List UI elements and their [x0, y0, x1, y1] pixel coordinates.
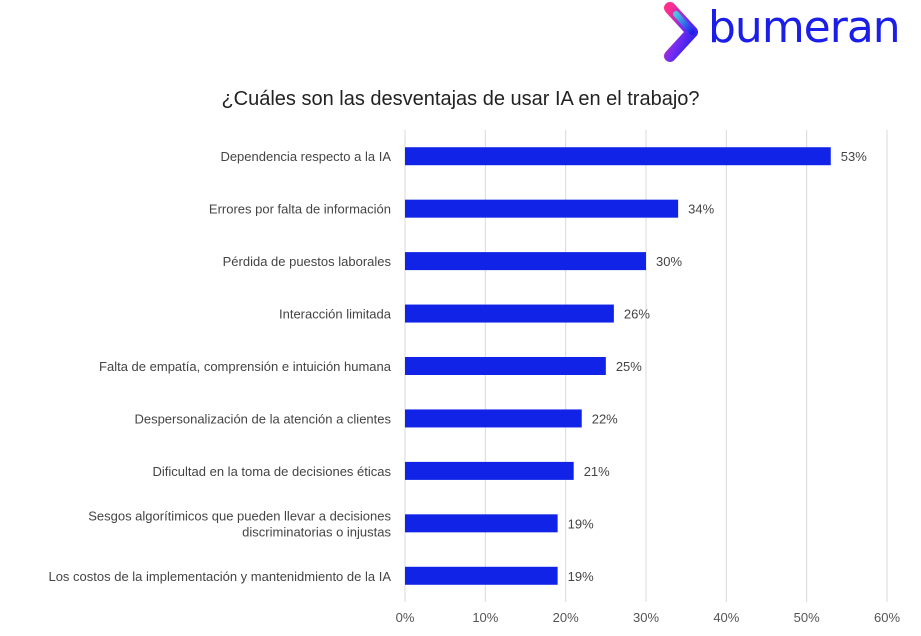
bar: [405, 514, 558, 533]
chart-title: ¿Cuáles son las desventajas de usar IA e…: [221, 88, 700, 110]
x-tick-label: 60%: [874, 610, 900, 625]
bar: [405, 357, 606, 375]
bar-value-label: 26%: [624, 307, 650, 322]
x-tick-label: 0%: [396, 610, 415, 625]
brand-name: bumeran: [708, 2, 901, 53]
x-tick-label: 10%: [472, 610, 498, 625]
category-label: Pérdida de puestos laborales: [223, 254, 392, 269]
bar: [405, 304, 614, 323]
bar-value-label: 30%: [656, 254, 682, 269]
category-label: Interacción limitada: [279, 307, 392, 322]
category-label: Errores por falta de información: [209, 202, 391, 217]
x-tick-label: 20%: [553, 610, 579, 625]
bar-value-label: 25%: [616, 359, 642, 374]
category-label: Dependencia respecto a la IA: [220, 149, 391, 164]
bar: [405, 252, 646, 271]
bar-value-label: 19%: [568, 569, 594, 584]
x-tick-label: 40%: [713, 610, 739, 625]
bar-value-label: 21%: [584, 464, 610, 479]
category-label: Los costos de la implementación y manten…: [48, 569, 391, 584]
bar: [405, 147, 831, 166]
bar-value-label: 34%: [688, 202, 714, 217]
bar: [405, 199, 679, 218]
category-label: Sesgos algorítimicos que pueden llevar a…: [88, 508, 391, 539]
bar: [405, 566, 558, 585]
category-label: Dificultad en la toma de decisiones étic…: [153, 464, 392, 479]
bar-value-label: 53%: [841, 149, 867, 164]
x-tick-label: 30%: [633, 610, 659, 625]
x-tick-label: 50%: [794, 610, 820, 625]
bar: [405, 409, 582, 428]
bar-value-label: 19%: [568, 516, 594, 531]
bar: [405, 461, 574, 480]
bumeran-logo: [664, 2, 698, 62]
category-label: Despersonalización de la atención a clie…: [134, 411, 391, 426]
bar-value-label: 22%: [592, 411, 618, 426]
category-label: Falta de empatía, comprensión e intuició…: [99, 359, 392, 374]
chevron-logo-icon: [664, 2, 698, 62]
